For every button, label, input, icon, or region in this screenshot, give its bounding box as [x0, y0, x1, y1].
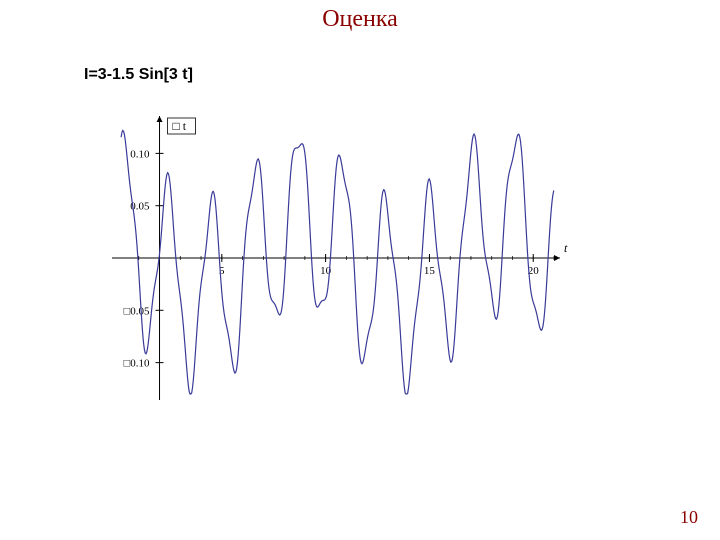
formula-text: I=3-1.5 Sin[3 t]: [84, 66, 193, 84]
svg-text:t: t: [564, 241, 568, 255]
svg-text:□ t: □ t: [173, 119, 187, 133]
svg-text:□0.05: □0.05: [124, 305, 150, 317]
line-chart: 51015200.050.10□0.05□0.10t□ t: [74, 108, 574, 408]
svg-text:0.10: 0.10: [130, 148, 150, 160]
svg-text:□0.10: □0.10: [124, 358, 150, 370]
chart-container: 51015200.050.10□0.05□0.10t□ t: [74, 108, 574, 413]
svg-text:15: 15: [424, 265, 436, 277]
page-number: 10: [680, 507, 698, 528]
page-title: Оценка: [0, 6, 720, 33]
